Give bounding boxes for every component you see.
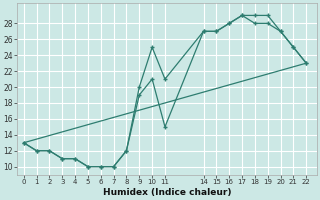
X-axis label: Humidex (Indice chaleur): Humidex (Indice chaleur) bbox=[103, 188, 231, 197]
